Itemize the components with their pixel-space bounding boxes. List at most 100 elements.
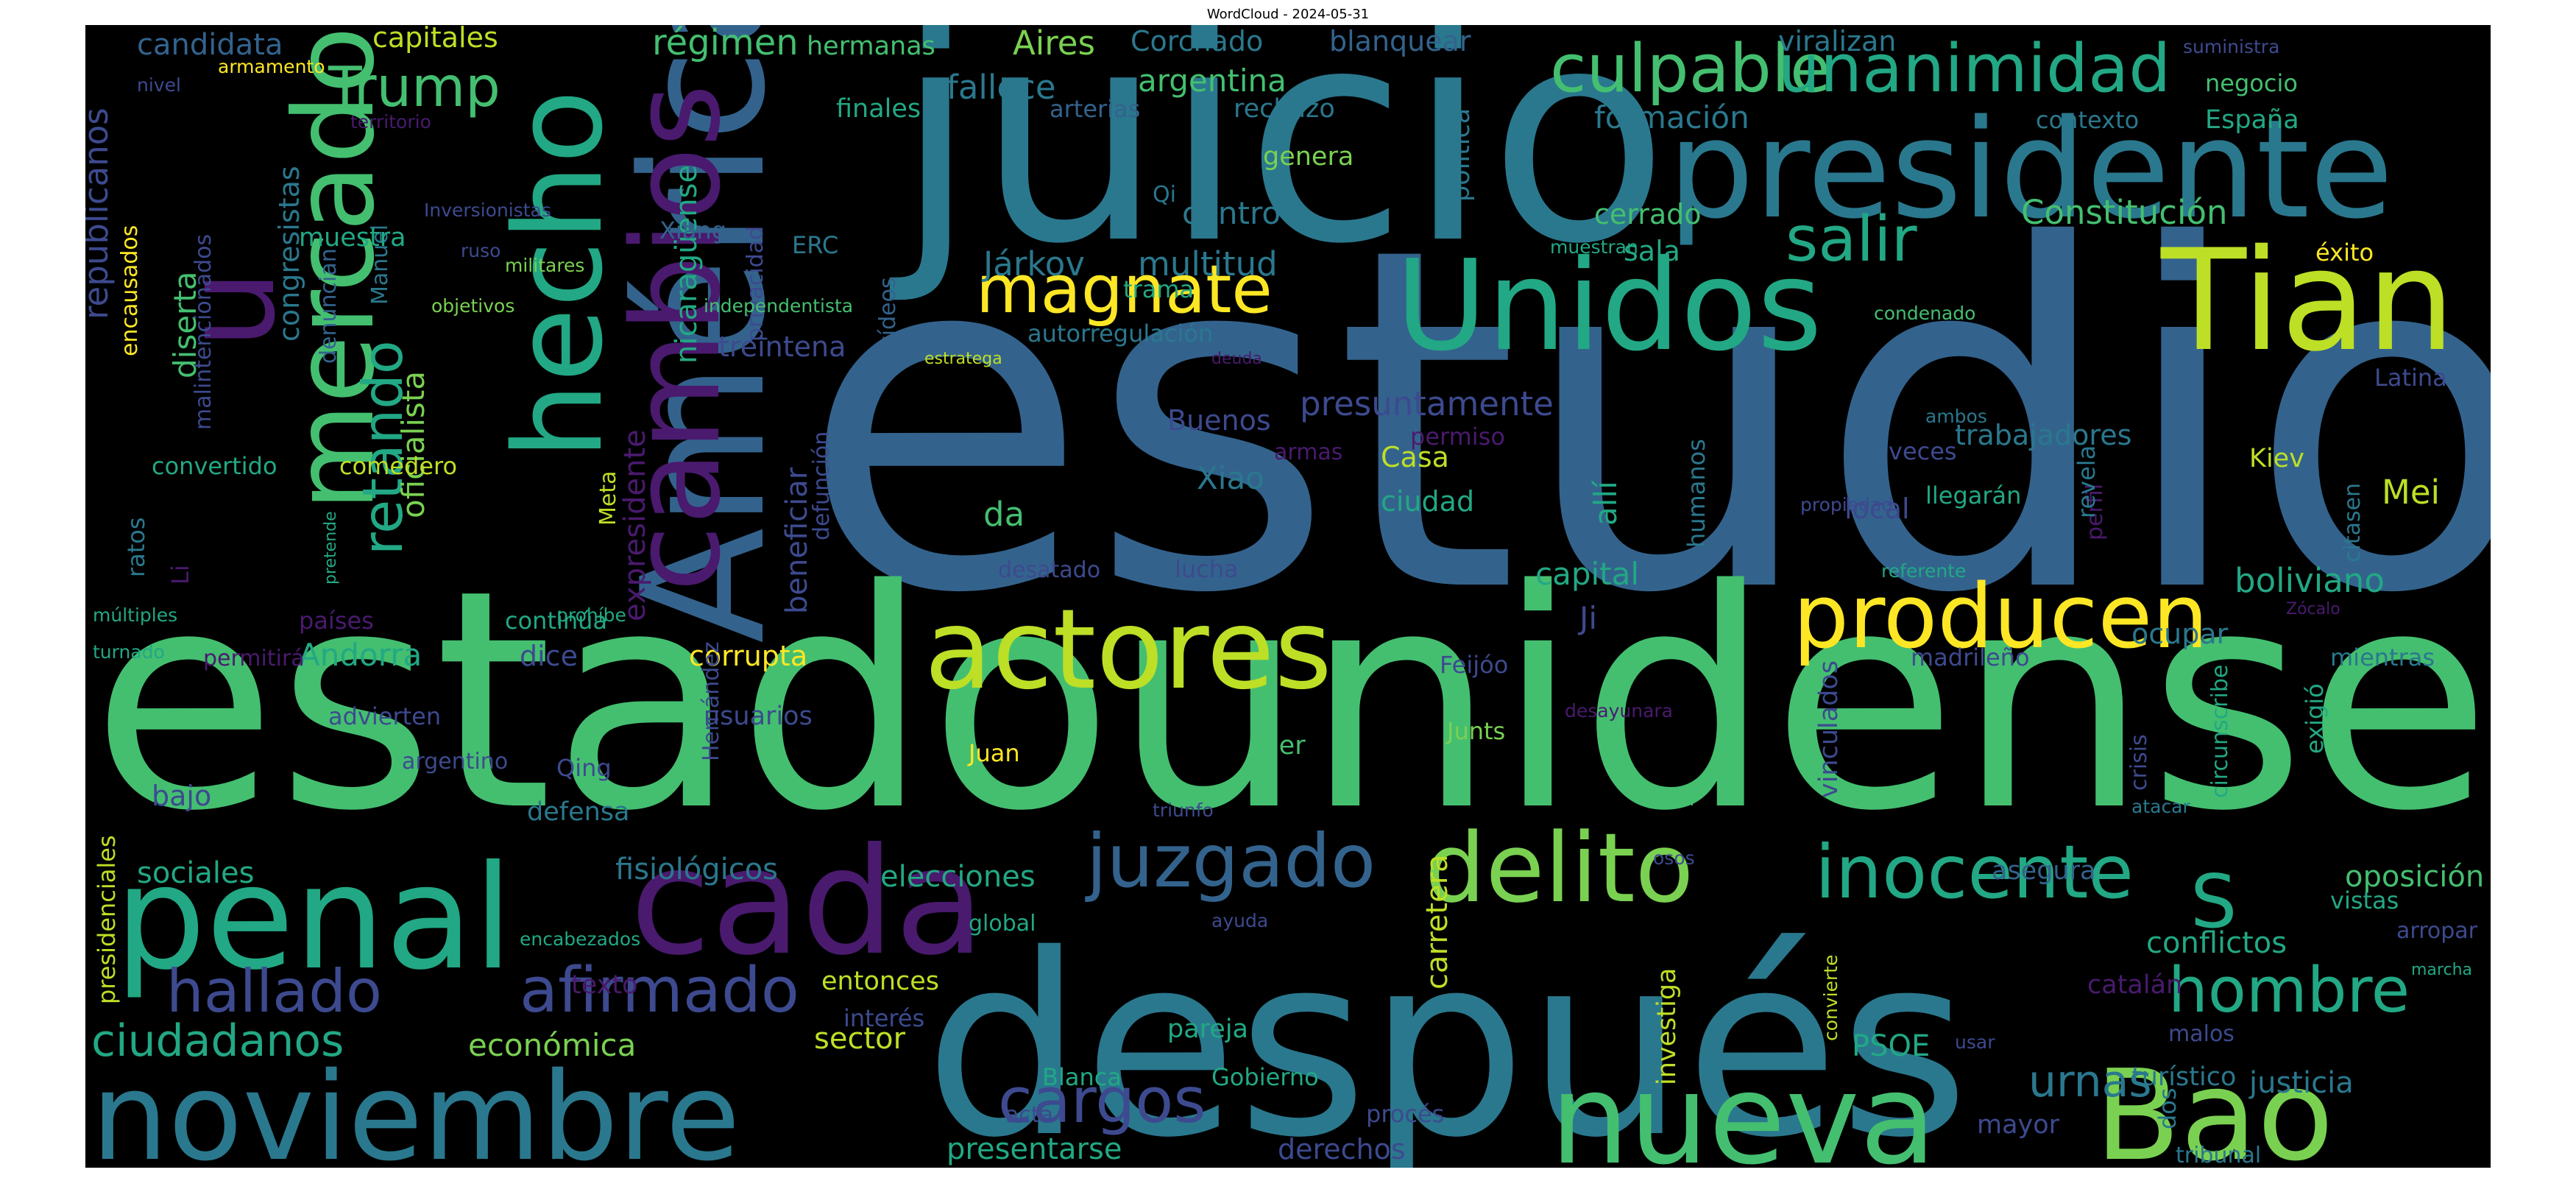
cloud-word: hallado <box>166 957 382 1026</box>
cloud-word: genera <box>1263 142 1354 172</box>
cloud-word: presentarse <box>946 1132 1122 1166</box>
cloud-word: S <box>2190 858 2237 945</box>
cloud-word: madrileño <box>1911 643 2030 671</box>
cloud-word: autorregulación <box>1027 320 1213 348</box>
cloud-word: convierte <box>1820 955 1841 1041</box>
cloud-word: oficialista <box>395 371 431 518</box>
cloud-word: catalán <box>2087 970 2182 1000</box>
cloud-word: cada <box>630 817 985 988</box>
cloud-word: texto <box>571 970 638 1000</box>
cloud-word: Járkov <box>981 244 1085 283</box>
cloud-word: ruso <box>461 240 500 261</box>
cloud-word: referente <box>1881 560 1966 582</box>
cloud-word: osos <box>1653 847 1695 869</box>
cloud-word: asegura <box>1992 856 2095 886</box>
cloud-word: defunción <box>809 431 835 540</box>
cloud-word: Unidos <box>1395 233 1822 379</box>
cloud-word: muestran <box>1550 236 1638 258</box>
cloud-word: hermanas <box>807 32 935 61</box>
cloud-word: presuntamente <box>1300 384 1554 423</box>
cloud-word: hecho <box>488 90 629 459</box>
cloud-word: continúa <box>505 607 607 635</box>
cloud-word: ciudad <box>1381 485 1474 518</box>
cloud-word: convertido <box>152 452 277 480</box>
cloud-word: Andorra <box>299 637 422 673</box>
cloud-word: ciudadanos <box>91 1015 344 1067</box>
cloud-word: vídeos <box>875 277 901 349</box>
cloud-word: Juan <box>967 739 1020 767</box>
cloud-word: muestra <box>299 223 406 253</box>
cloud-word: fisiológicos <box>615 853 778 886</box>
cloud-word: Xiang <box>659 216 726 244</box>
cloud-word: España <box>2205 105 2299 135</box>
cloud-word: disertа <box>167 271 203 378</box>
cloud-word: vinculados <box>1814 660 1844 798</box>
cloud-word: suministra <box>2183 36 2279 57</box>
cloud-word: magnate <box>976 251 1273 328</box>
cloud-word: Bao <box>2095 1043 2334 1168</box>
cloud-word: veces <box>1889 437 1957 465</box>
cloud-word: malos <box>2168 1021 2234 1047</box>
cloud-word: desatado <box>998 557 1100 583</box>
cloud-word: cargos <box>998 1065 1206 1138</box>
cloud-word: territorio <box>350 111 431 133</box>
cloud-word: líder <box>1248 731 1306 761</box>
cloud-word: permiso <box>1410 423 1505 451</box>
cloud-word: ayuda <box>1211 910 1268 931</box>
cloud-word: da <box>983 495 1025 534</box>
cloud-word: Ji <box>1577 600 1597 636</box>
cloud-word: usuarios <box>704 702 813 731</box>
cloud-word: allí <box>1588 480 1624 526</box>
cloud-word: pretende <box>322 511 340 585</box>
cloud-word: ambos <box>1925 406 1987 427</box>
cloud-word: Casa <box>1381 441 1449 473</box>
cloud-word: finales <box>836 94 921 124</box>
cloud-word: tribunal <box>2176 1143 2261 1168</box>
cloud-word: juzgado <box>1085 818 1376 904</box>
cloud-word: rechazo <box>1234 94 1335 124</box>
cloud-word: múltiples <box>93 604 177 626</box>
cloud-word: Mei <box>2382 473 2440 512</box>
cloud-word: ERC <box>792 231 838 259</box>
cloud-word: actores <box>924 586 1332 714</box>
cloud-word: investiga <box>1652 968 1682 1086</box>
cloud-word: económica <box>468 1027 636 1063</box>
cloud-word: presidente <box>1668 90 2393 249</box>
cloud-word: expresidente <box>618 429 652 621</box>
cloud-word: centro <box>1182 195 1281 231</box>
cloud-word: Latina <box>2374 364 2447 392</box>
cloud-word: Meta <box>595 471 621 526</box>
cloud-word: afirmado <box>520 954 799 1027</box>
cloud-word: congresistas <box>273 166 305 342</box>
cloud-word: mercado <box>271 27 399 511</box>
cloud-word: local <box>1844 493 1910 525</box>
cloud-word: sociales <box>137 856 255 890</box>
cloud-word: deuda <box>1211 350 1262 368</box>
cloud-word: producen <box>1793 566 2208 669</box>
cloud-word: delito <box>1425 812 1694 924</box>
word-cloud: estudio estadounidense juicio después Améric… <box>85 25 2491 1168</box>
cloud-word: atacar <box>2131 796 2191 817</box>
cloud-word: militares <box>505 255 584 276</box>
cloud-word: Tian <box>2160 219 2455 382</box>
cloud-word: urnas <box>2028 1056 2152 1107</box>
cloud-word: elecciones <box>880 860 1036 894</box>
cloud-word: unanimidad <box>1778 30 2170 107</box>
cloud-word: turístico <box>2131 1062 2236 1092</box>
cloud-word: global <box>969 911 1036 937</box>
cloud-word: privacidad <box>743 226 768 342</box>
cloud-word: formación <box>1594 99 1749 135</box>
cloud-word: armas <box>1274 440 1342 465</box>
cloud-word: viralizan <box>1778 25 1896 57</box>
cloud-word: malintencionados <box>191 234 216 430</box>
cloud-word: revela <box>2073 445 2101 518</box>
cloud-word: fallece <box>946 68 1056 107</box>
cloud-word: comedero <box>339 452 457 480</box>
cloud-word: Constitución <box>2021 193 2228 232</box>
cloud-word: entonces <box>821 967 939 996</box>
cloud-word: exigió <box>2301 683 2329 754</box>
cloud-word: culpable <box>1550 30 1830 107</box>
cloud-word: después <box>924 901 1970 1168</box>
cloud-word: arterias <box>1050 95 1140 123</box>
cloud-word: encausados <box>117 225 143 356</box>
